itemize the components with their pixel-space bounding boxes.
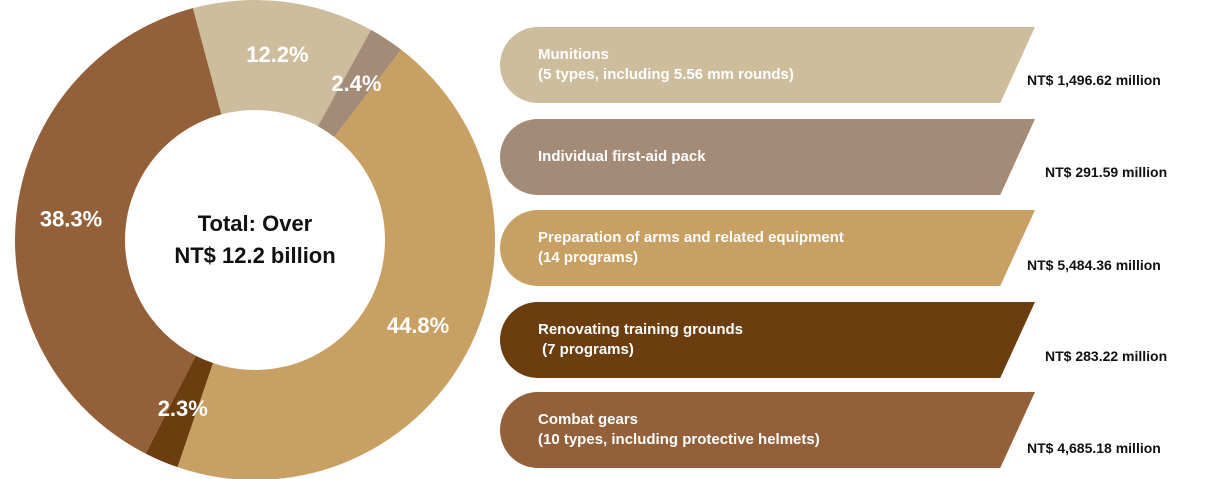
- donut-chart: Total: Over NT$ 12.2 billion 12.2% 2.4% 44…: [14, 0, 495, 479]
- amount-label: NT$ 1,496.62 million: [1027, 72, 1161, 88]
- category-label: Renovating training grounds (7 programs): [538, 321, 743, 358]
- value-label: 12.2%: [246, 42, 308, 67]
- amount-label: NT$ 283.22 million: [1045, 348, 1168, 364]
- donut-segment: [317, 29, 402, 137]
- donut-segment: [14, 8, 222, 454]
- donut-segment: [192, 0, 372, 127]
- category-banner: Renovating training grounds (7 programs): [500, 302, 1035, 378]
- category-label: Combat gears (10 types, including protec…: [538, 411, 820, 448]
- donut-segment: [145, 355, 214, 468]
- amount-label: NT$ 4,685.18 million: [1027, 440, 1161, 456]
- center-label: Total: Over: [198, 211, 313, 236]
- category-label: Preparation of arms and related equipmen…: [538, 229, 844, 266]
- category-banner: Combat gears (10 types, including protec…: [500, 392, 1035, 468]
- value-label: 2.3%: [158, 396, 208, 421]
- value-label: 44.8%: [387, 313, 449, 338]
- category-banner: Preparation of arms and related equipmen…: [500, 210, 1035, 286]
- category-banner: Munitions (5 types, including 5.56 mm ro…: [500, 27, 1035, 103]
- category-banner: Individual first-aid pack: [500, 119, 1035, 195]
- value-label: 38.3%: [40, 206, 102, 231]
- category-label: Munitions (5 types, including 5.56 mm ro…: [538, 46, 794, 83]
- center-label: NT$ 12.2 billion: [174, 243, 335, 268]
- value-label: 2.4%: [331, 71, 381, 96]
- amount-label: NT$ 5,484.36 million: [1027, 257, 1161, 273]
- donut-segment: [177, 49, 495, 479]
- category-label: Individual first-aid pack: [538, 148, 706, 165]
- amount-label: NT$ 291.59 million: [1045, 164, 1168, 180]
